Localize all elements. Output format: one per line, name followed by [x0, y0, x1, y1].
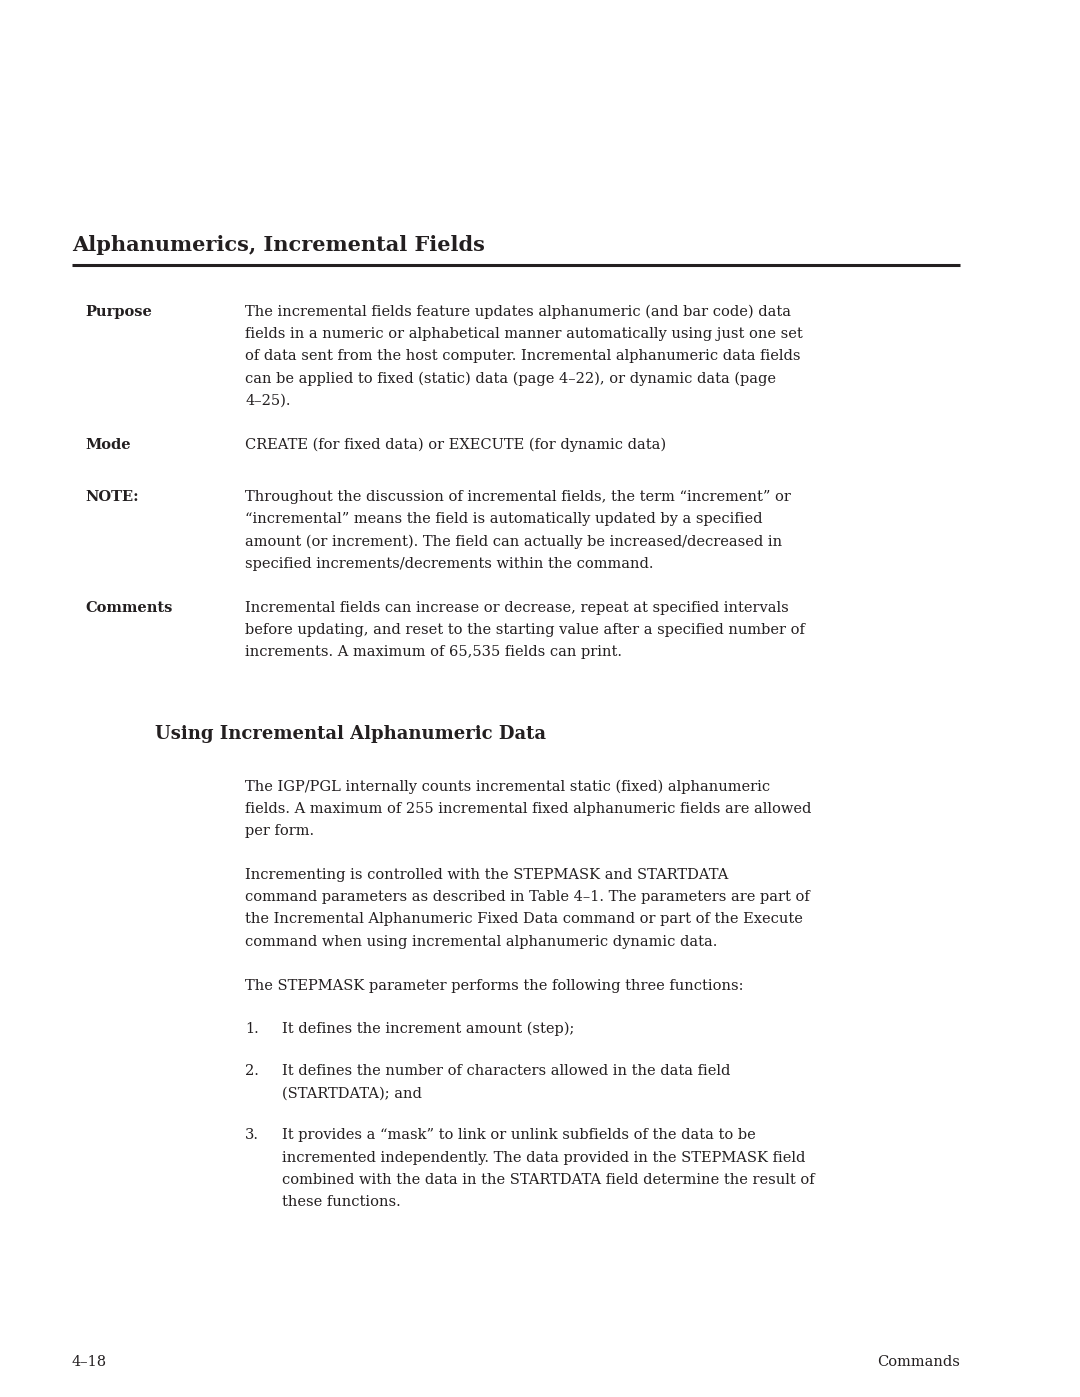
Text: “incremental” means the field is automatically updated by a specified: “incremental” means the field is automat… [245, 513, 762, 527]
Text: Purpose: Purpose [85, 305, 152, 319]
Text: command when using incremental alphanumeric dynamic data.: command when using incremental alphanume… [245, 935, 717, 949]
Text: CREATE (for fixed data) or EXECUTE (for dynamic data): CREATE (for fixed data) or EXECUTE (for … [245, 439, 666, 453]
Text: combined with the data in the STARTDATA field determine the result of: combined with the data in the STARTDATA … [282, 1173, 814, 1187]
Text: NOTE:: NOTE: [85, 490, 138, 504]
Text: increments. A maximum of 65,535 fields can print.: increments. A maximum of 65,535 fields c… [245, 645, 622, 659]
Text: Incrementing is controlled with the STEPMASK and STARTDATA: Incrementing is controlled with the STEP… [245, 868, 728, 882]
Text: incremented independently. The data provided in the STEPMASK field: incremented independently. The data prov… [282, 1151, 806, 1165]
Text: 4–25).: 4–25). [245, 394, 291, 408]
Text: per form.: per form. [245, 824, 314, 838]
Text: 4–18: 4–18 [72, 1355, 107, 1369]
Text: The IGP/PGL internally counts incremental static (fixed) alphanumeric: The IGP/PGL internally counts incrementa… [245, 780, 770, 793]
Text: command parameters as described in Table 4–1. The parameters are part of: command parameters as described in Table… [245, 890, 810, 904]
Text: The STEPMASK parameter performs the following three functions:: The STEPMASK parameter performs the foll… [245, 979, 743, 993]
Text: It defines the number of characters allowed in the data field: It defines the number of characters allo… [282, 1065, 730, 1078]
Text: It defines the increment amount (step);: It defines the increment amount (step); [282, 1021, 575, 1037]
Text: It provides a “mask” to link or unlink subfields of the data to be: It provides a “mask” to link or unlink s… [282, 1129, 756, 1143]
Text: amount (or increment). The field can actually be increased/decreased in: amount (or increment). The field can act… [245, 535, 782, 549]
Text: can be applied to fixed (static) data (page 4–22), or dynamic data (page: can be applied to fixed (static) data (p… [245, 372, 777, 386]
Text: fields in a numeric or alphabetical manner automatically using just one set: fields in a numeric or alphabetical mann… [245, 327, 802, 341]
Text: (STARTDATA); and: (STARTDATA); and [282, 1087, 422, 1101]
Text: specified increments/decrements within the command.: specified increments/decrements within t… [245, 556, 653, 570]
Text: Comments: Comments [85, 601, 173, 615]
Text: the Incremental Alphanumeric Fixed Data command or part of the Execute: the Incremental Alphanumeric Fixed Data … [245, 912, 802, 926]
Text: of data sent from the host computer. Incremental alphanumeric data fields: of data sent from the host computer. Inc… [245, 349, 800, 363]
Text: these functions.: these functions. [282, 1194, 401, 1208]
Text: 3.: 3. [245, 1129, 259, 1143]
Text: 1.: 1. [245, 1021, 259, 1035]
Text: Commands: Commands [877, 1355, 960, 1369]
Text: Mode: Mode [85, 439, 131, 453]
Text: The incremental fields feature updates alphanumeric (and bar code) data: The incremental fields feature updates a… [245, 305, 791, 320]
Text: Alphanumerics, Incremental Fields: Alphanumerics, Incremental Fields [72, 235, 485, 256]
Text: before updating, and reset to the starting value after a specified number of: before updating, and reset to the starti… [245, 623, 805, 637]
Text: Incremental fields can increase or decrease, repeat at specified intervals: Incremental fields can increase or decre… [245, 601, 788, 615]
Text: 2.: 2. [245, 1065, 259, 1078]
Text: Using Incremental Alphanumeric Data: Using Incremental Alphanumeric Data [156, 725, 546, 743]
Text: Throughout the discussion of incremental fields, the term “increment” or: Throughout the discussion of incremental… [245, 490, 791, 504]
Text: fields. A maximum of 255 incremental fixed alphanumeric fields are allowed: fields. A maximum of 255 incremental fix… [245, 802, 811, 816]
